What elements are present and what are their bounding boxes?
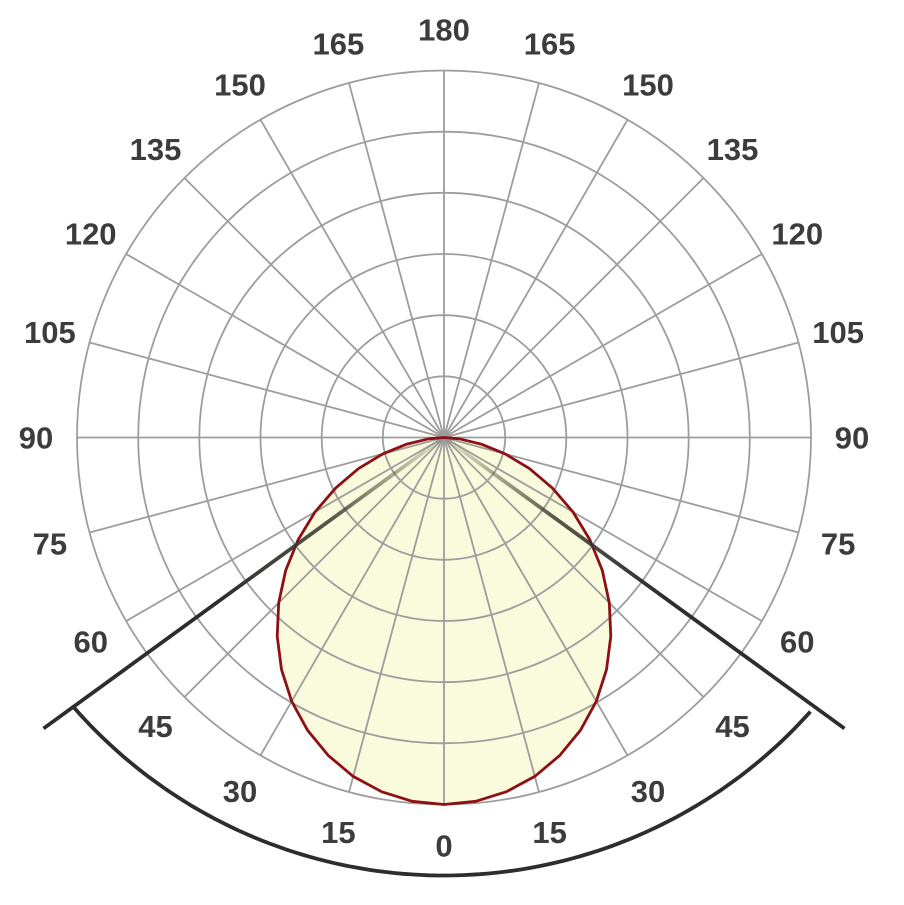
grid-radial-line bbox=[443, 437, 540, 793]
angle-tick-label: 120 bbox=[65, 217, 117, 252]
angle-tick-label: 30 bbox=[223, 774, 257, 809]
angle-tick-label: 75 bbox=[821, 526, 855, 561]
grid-radial-line bbox=[183, 177, 445, 439]
angle-tick-label: 90 bbox=[19, 421, 53, 456]
angle-tick-label: 45 bbox=[715, 709, 749, 744]
grid-radial-line bbox=[443, 436, 763, 622]
angle-tick-label: 165 bbox=[524, 27, 576, 62]
beam-limit-line bbox=[442, 435, 846, 731]
grid-radial-line bbox=[443, 177, 705, 439]
grid-radial-line bbox=[443, 82, 540, 438]
angle-tick-label: 30 bbox=[631, 774, 665, 809]
grid-radial-line bbox=[443, 253, 763, 439]
angle-tick-label: 135 bbox=[707, 132, 759, 167]
gamma-scale-arc bbox=[72, 706, 812, 878]
angle-tick-label: 165 bbox=[313, 27, 365, 62]
angle-tick-label: 150 bbox=[214, 67, 266, 102]
grid-radial-line bbox=[183, 436, 445, 698]
grid-radial-line bbox=[259, 119, 445, 438]
beam-limit-line bbox=[42, 435, 446, 731]
angle-tick-label: 60 bbox=[73, 625, 107, 660]
angle-tick-label: 45 bbox=[138, 709, 172, 744]
grid-radial-line bbox=[89, 341, 445, 439]
angle-tick-label: 60 bbox=[780, 625, 814, 660]
angle-tick-label: 15 bbox=[532, 815, 566, 850]
angle-tick-labels: 0 15 15 30 30 45 45 60 60 75 75 90 90 105 105 120 120 135… bbox=[19, 13, 869, 864]
angle-tick-label: 90 bbox=[835, 421, 869, 456]
grid-radial-line bbox=[443, 436, 705, 698]
angle-tick-label: 180 bbox=[418, 13, 470, 48]
angle-tick-label: 15 bbox=[321, 815, 355, 850]
angle-tick-label: 135 bbox=[130, 132, 182, 167]
grid-radial-line bbox=[125, 436, 445, 622]
grid-radial-line bbox=[348, 82, 445, 438]
grid-radial-line bbox=[443, 119, 629, 438]
angle-tick-label: 105 bbox=[24, 315, 76, 350]
angle-tick-label: 150 bbox=[622, 67, 674, 102]
angle-tick-label: 75 bbox=[33, 526, 67, 561]
grid-radial-line bbox=[443, 341, 799, 439]
grid-radial-line bbox=[125, 253, 445, 439]
angle-tick-label: 0 bbox=[435, 829, 452, 864]
intensity-curve bbox=[275, 436, 613, 806]
angle-tick-label: 105 bbox=[812, 315, 864, 350]
angle-tick-label: 120 bbox=[771, 217, 823, 252]
grid-radial-line bbox=[348, 437, 445, 793]
